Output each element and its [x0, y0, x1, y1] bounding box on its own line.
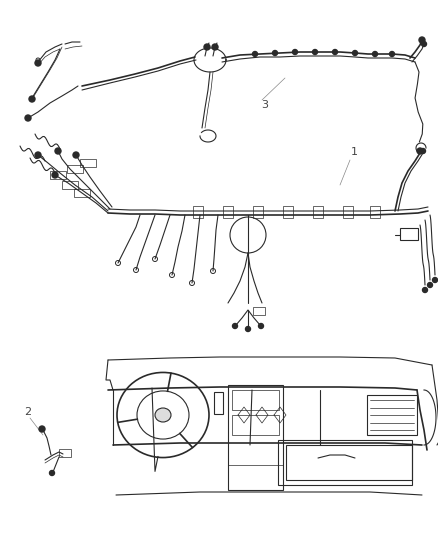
Bar	[50, 171, 66, 179]
Circle shape	[432, 278, 438, 282]
Circle shape	[423, 287, 427, 293]
Text: 1: 1	[350, 147, 357, 157]
Ellipse shape	[155, 408, 171, 422]
Circle shape	[246, 327, 251, 332]
Bar	[232, 415, 279, 435]
Circle shape	[353, 51, 357, 55]
Circle shape	[332, 50, 338, 54]
Text: 2: 2	[25, 407, 32, 417]
Bar	[253, 307, 265, 315]
Circle shape	[25, 115, 31, 121]
Circle shape	[212, 44, 218, 50]
Bar	[62, 181, 78, 189]
Bar	[278, 440, 412, 485]
Bar	[343, 206, 353, 218]
Circle shape	[272, 51, 278, 55]
Bar	[193, 206, 203, 218]
Circle shape	[35, 60, 41, 66]
Circle shape	[49, 471, 54, 475]
Bar	[253, 206, 263, 218]
Bar	[370, 206, 380, 218]
Circle shape	[420, 149, 425, 154]
Circle shape	[389, 52, 395, 56]
Circle shape	[29, 96, 35, 102]
Bar	[228, 385, 283, 490]
Circle shape	[252, 52, 258, 56]
Bar	[214, 392, 223, 414]
Circle shape	[417, 148, 423, 154]
Bar	[400, 228, 418, 240]
Circle shape	[55, 148, 61, 154]
Bar	[313, 206, 323, 218]
Circle shape	[427, 282, 432, 287]
Bar	[283, 206, 293, 218]
Circle shape	[39, 426, 45, 432]
Circle shape	[233, 324, 237, 328]
Circle shape	[35, 152, 41, 158]
Circle shape	[312, 50, 318, 54]
Bar	[286, 445, 412, 480]
Bar	[232, 390, 279, 410]
Bar	[74, 189, 90, 197]
Bar	[80, 159, 96, 167]
Circle shape	[293, 50, 297, 54]
Bar	[367, 395, 417, 435]
Bar	[59, 449, 71, 457]
Bar	[223, 206, 233, 218]
Bar	[67, 165, 83, 173]
Circle shape	[52, 172, 58, 178]
Circle shape	[73, 152, 79, 158]
Circle shape	[421, 42, 427, 46]
Circle shape	[419, 37, 425, 43]
Circle shape	[204, 44, 210, 50]
Circle shape	[372, 52, 378, 56]
Circle shape	[258, 324, 264, 328]
Text: 3: 3	[261, 100, 268, 110]
